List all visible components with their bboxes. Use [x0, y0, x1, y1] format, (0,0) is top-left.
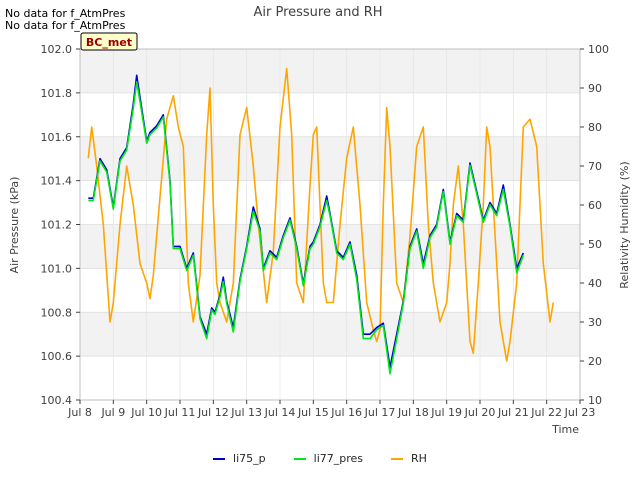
y-tick-label: 100.8	[41, 306, 73, 319]
y-axis-label: Air Pressure (kPa)	[8, 177, 21, 274]
legend-item-li77-pres: li77_pres	[293, 452, 364, 465]
background-band	[80, 49, 580, 93]
x-tick-label: Jul 21	[497, 406, 529, 419]
chart-title: Air Pressure and RH	[253, 5, 382, 20]
site-badge: BC_met	[80, 32, 138, 51]
y2-axis-ticks: 10 20 30 40 50 60 70 80 90 100	[580, 43, 609, 407]
legend-item-rh: RH	[391, 452, 427, 465]
y2-tick-label: 10	[588, 394, 602, 407]
y-tick-label: 101.2	[41, 219, 73, 232]
x-tick-label: Jul 18	[397, 406, 429, 419]
background-bands	[80, 49, 580, 357]
x-axis-label: Time	[551, 423, 579, 436]
x-tick-label: Jul 8	[67, 406, 92, 419]
x-tick-label: Jul 14	[264, 406, 296, 419]
series-layer	[87, 67, 555, 375]
legend-item-li75-p: li75_p	[213, 452, 266, 465]
y2-tick-label: 80	[588, 121, 602, 134]
x-axis-ticks: Jul 8 Jul 9 Jul 10 Jul 11 Jul 12 Jul 13 Jul 14…	[67, 400, 595, 419]
x-tick-label: Jul 10	[130, 406, 162, 419]
x-tick-label: Jul 13	[230, 406, 262, 419]
y2-tick-label: 100	[588, 43, 609, 56]
nodata-line-1: No data for f_AtmPres	[5, 7, 126, 20]
nodata-line-2: No data for f_AtmPres	[5, 19, 126, 32]
x-tick-label: Jul 11	[164, 406, 196, 419]
y2-tick-label: 40	[588, 277, 602, 290]
legend-label-rh: RH	[411, 452, 427, 465]
series-line-li77-pres	[88, 81, 525, 375]
y-tick-label: 100.4	[41, 394, 73, 407]
x-tick-label: Jul 22	[530, 406, 562, 419]
y-tick-label: 101.6	[41, 131, 73, 144]
legend: li75_p li77_pres RH	[0, 452, 640, 465]
y-tick-label: 100.6	[41, 350, 73, 363]
y2-tick-label: 60	[588, 199, 602, 212]
site-badge-box	[80, 32, 138, 51]
x-tick-label: Jul 15	[297, 406, 329, 419]
background-band	[80, 312, 580, 357]
x-tick-label: Jul 16	[330, 406, 362, 419]
legend-label-li75-p: li75_p	[233, 452, 266, 465]
legend-swatch-li75-p	[213, 457, 226, 460]
series-line-rh	[87, 67, 555, 362]
x-tick-label: Jul 20	[464, 406, 496, 419]
y2-tick-label: 70	[588, 160, 602, 173]
y-tick-label: 101.0	[41, 262, 73, 275]
x-tick-label: Jul 12	[197, 406, 229, 419]
y2-tick-label: 90	[588, 82, 602, 95]
x-tick-label: Jul 17	[364, 406, 396, 419]
y-axis-ticks: 100.4 100.6 100.8 101.0 101.2 101.4 101.6 101.8…	[41, 43, 80, 407]
y-tick-label: 102.0	[41, 43, 73, 56]
x-tick-label: Jul 19	[430, 406, 462, 419]
y-tick-label: 101.8	[41, 87, 73, 100]
y-tick-label: 101.4	[41, 175, 73, 188]
legend-swatch-rh	[391, 457, 404, 460]
y2-axis-label: Relativity Humidity (%)	[618, 161, 631, 288]
legend-label-li77-pres: li77_pres	[313, 452, 364, 465]
background-band	[80, 136, 580, 181]
y2-tick-label: 20	[588, 355, 602, 368]
y2-tick-label: 30	[588, 316, 602, 329]
site-badge-label: BC_met	[86, 36, 132, 49]
y2-tick-label: 50	[588, 238, 602, 251]
legend-swatch-li77-pres	[293, 457, 306, 460]
x-tick-label: Jul 9	[100, 406, 125, 419]
x-tick-label: Jul 23	[564, 406, 596, 419]
